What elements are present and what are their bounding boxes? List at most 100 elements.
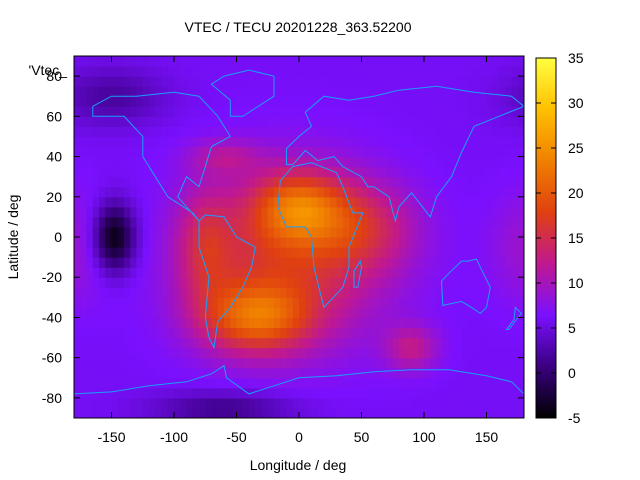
heatmap-cell xyxy=(255,277,263,288)
heatmap-cell xyxy=(111,216,119,228)
heatmap-cell xyxy=(380,267,388,278)
heatmap-cell xyxy=(480,56,488,67)
heatmap-cell xyxy=(155,357,163,369)
heatmap-cell xyxy=(174,216,181,228)
heatmap-cell xyxy=(167,156,175,168)
heatmap-cell xyxy=(267,397,275,409)
heatmap-cell xyxy=(317,337,325,349)
heatmap-cell xyxy=(292,96,300,107)
heatmap-cell xyxy=(161,237,169,248)
heatmap-cell xyxy=(111,136,119,148)
heatmap-cell xyxy=(274,216,281,228)
heatmap-cell xyxy=(436,397,444,409)
heatmap-cell xyxy=(199,277,206,288)
heatmap-cell xyxy=(199,257,206,268)
heatmap-cell xyxy=(161,357,169,369)
heatmap-cell xyxy=(149,156,156,168)
heatmap-cell xyxy=(249,86,256,97)
heatmap-cell xyxy=(392,176,400,188)
heatmap-cell xyxy=(124,116,131,127)
heatmap-cell xyxy=(274,347,281,359)
heatmap-cell xyxy=(205,407,213,418)
heatmap-cell xyxy=(499,297,506,308)
heatmap-cell xyxy=(117,126,125,138)
heatmap-cell xyxy=(380,377,388,389)
heatmap-cell xyxy=(305,106,313,117)
heatmap-cell xyxy=(511,146,519,158)
colorbar-tick-label: -5 xyxy=(568,410,581,426)
heatmap-cell xyxy=(205,156,213,168)
heatmap-cell xyxy=(192,297,200,308)
colorbar-tick-label: 30 xyxy=(568,95,584,111)
heatmap-cell xyxy=(417,257,425,268)
heatmap xyxy=(74,56,524,418)
heatmap-cell xyxy=(167,56,175,67)
heatmap-cell xyxy=(324,287,331,298)
heatmap-cell xyxy=(499,206,506,218)
heatmap-cell xyxy=(355,86,363,97)
heatmap-cell xyxy=(242,367,250,379)
heatmap-cell xyxy=(449,196,456,208)
heatmap-cell xyxy=(449,367,456,379)
heatmap-cell xyxy=(249,166,256,178)
heatmap-cell xyxy=(80,126,88,138)
heatmap-cell xyxy=(217,387,225,399)
heatmap-cell xyxy=(392,247,400,258)
heatmap-cell xyxy=(455,267,463,278)
heatmap-cell xyxy=(242,347,250,359)
heatmap-cell xyxy=(149,96,156,107)
heatmap-cell xyxy=(380,166,388,178)
heatmap-cell xyxy=(467,317,475,329)
heatmap-cell xyxy=(380,367,388,379)
heatmap-cell xyxy=(136,237,144,248)
heatmap-cell xyxy=(405,377,413,389)
heatmap-cell xyxy=(86,267,94,278)
heatmap-cell xyxy=(236,116,244,127)
heatmap-cell xyxy=(292,277,300,288)
heatmap-cell xyxy=(324,297,331,308)
heatmap-cell xyxy=(86,226,94,238)
heatmap-cell xyxy=(111,186,119,198)
heatmap-cell xyxy=(161,56,169,67)
heatmap-cell xyxy=(336,387,344,399)
heatmap-cell xyxy=(92,146,100,158)
heatmap-cell xyxy=(224,66,231,77)
heatmap-cell xyxy=(492,407,500,418)
heatmap-cell xyxy=(117,106,125,117)
heatmap-cell xyxy=(136,307,144,319)
heatmap-cell xyxy=(274,86,281,97)
heatmap-cell xyxy=(192,56,200,67)
coastline xyxy=(505,306,523,330)
heatmap-cell xyxy=(336,307,344,319)
heatmap-cell xyxy=(86,106,94,117)
heatmap-cell xyxy=(211,206,219,218)
heatmap-cell xyxy=(186,96,194,107)
heatmap-cell xyxy=(117,377,125,389)
heatmap-cell xyxy=(274,146,281,158)
heatmap-cell xyxy=(174,337,181,349)
heatmap-cell xyxy=(474,196,481,208)
heatmap-cell xyxy=(111,116,119,127)
x-tick-label: 50 xyxy=(354,429,370,445)
heatmap-cell xyxy=(330,156,338,168)
heatmap-cell xyxy=(424,347,431,359)
heatmap-cell xyxy=(92,267,100,278)
heatmap-cell xyxy=(224,86,231,97)
heatmap-cell xyxy=(155,267,163,278)
heatmap-cell xyxy=(361,357,369,369)
heatmap-cell xyxy=(142,66,150,77)
heatmap-cell xyxy=(517,377,524,389)
heatmap-cell xyxy=(167,277,175,288)
heatmap-cell xyxy=(367,307,375,319)
heatmap-cell xyxy=(74,76,81,87)
heatmap-cell xyxy=(205,116,213,127)
heatmap-cell xyxy=(174,136,181,148)
heatmap-cell xyxy=(474,237,481,248)
heatmap-cell xyxy=(230,106,238,117)
heatmap-cell xyxy=(517,206,524,218)
heatmap-cell xyxy=(505,247,513,258)
heatmap-cell xyxy=(161,66,169,77)
heatmap-cell xyxy=(199,146,206,158)
heatmap-cell xyxy=(480,216,488,228)
heatmap-cell xyxy=(286,257,294,268)
